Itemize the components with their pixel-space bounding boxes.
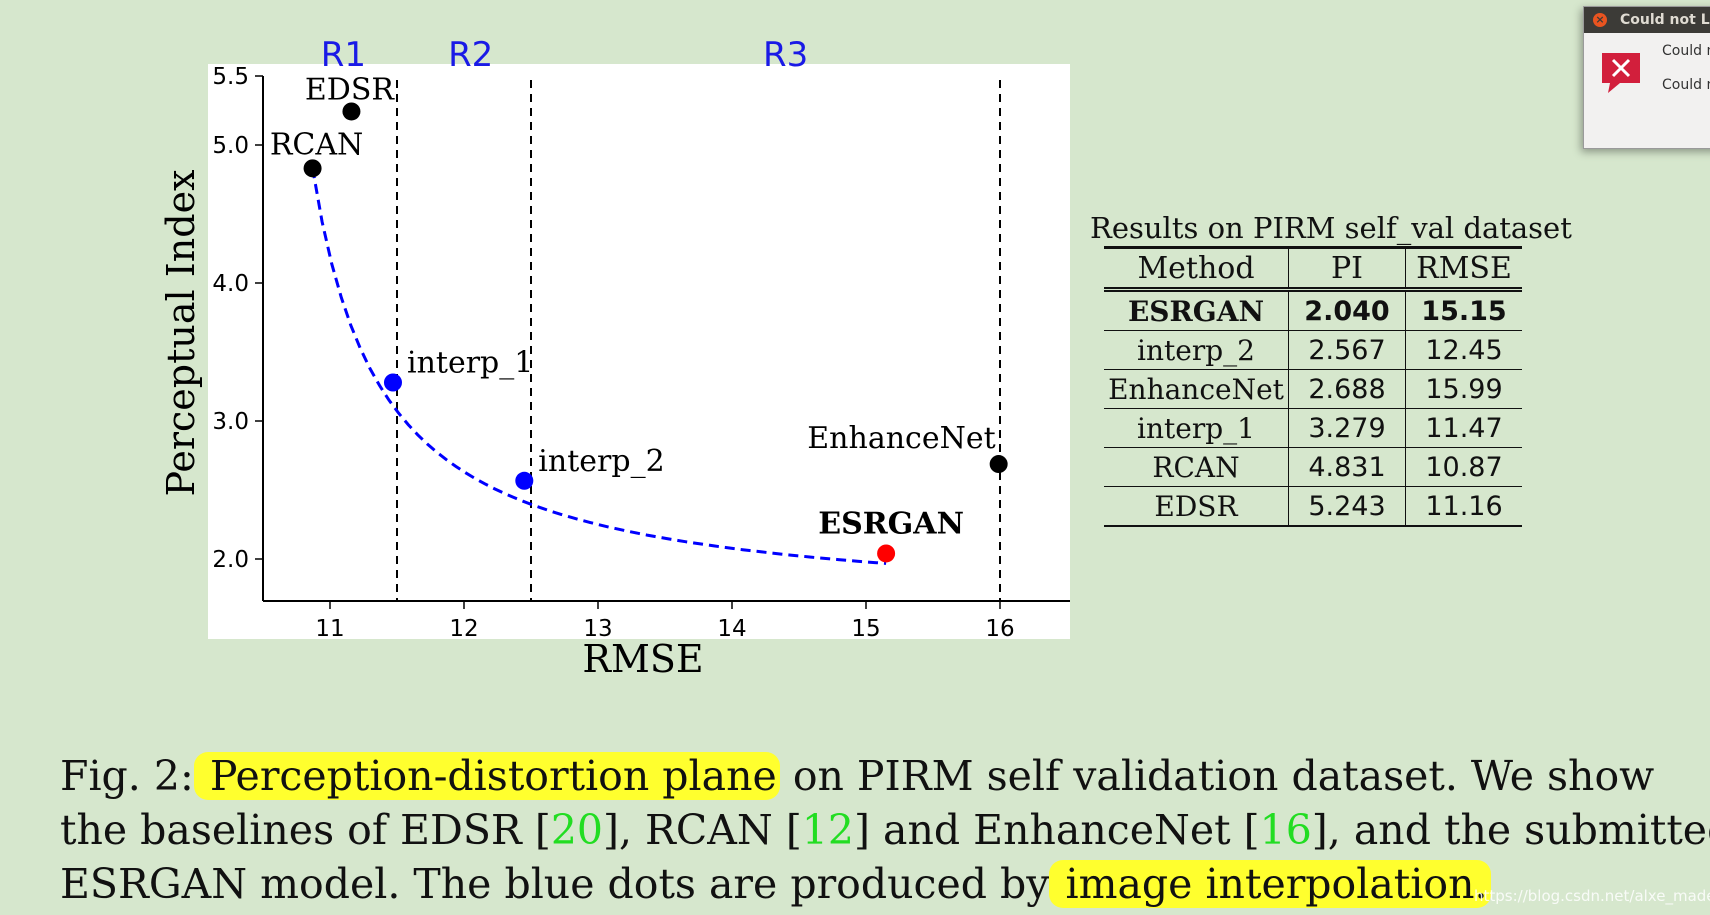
method-cell: RCAN xyxy=(1104,447,1289,487)
y-tick-label: 2.0 xyxy=(212,547,249,573)
x-tick-label: 12 xyxy=(449,616,478,642)
citation-link-16[interactable]: 16 xyxy=(1259,806,1312,854)
table-row: RCAN 4.831 10.87 xyxy=(1104,447,1522,487)
point-label: RCAN xyxy=(270,127,363,162)
rmse-cell: 15.99 xyxy=(1405,369,1522,409)
caption-text-4: ] and EnhanceNet [ xyxy=(854,806,1260,854)
x-tick-label: 14 xyxy=(717,616,746,642)
dialog-title: Could not La xyxy=(1620,12,1710,28)
caption-text-1: on PIRM self validation dataset. We show xyxy=(779,752,1655,800)
rmse-cell: 12.45 xyxy=(1405,330,1522,370)
y-tick-label: 4.0 xyxy=(212,271,249,297)
citation-link-12[interactable]: 12 xyxy=(801,806,854,854)
rmse-cell: 15.15 xyxy=(1405,289,1522,331)
rmse-cell: 10.87 xyxy=(1405,447,1522,487)
dialog-titlebar[interactable]: × Could not La xyxy=(1584,7,1710,33)
x-axis-label: RMSE xyxy=(582,637,703,681)
rmse-cell: 11.47 xyxy=(1405,408,1522,448)
point-label: EDSR xyxy=(305,72,396,107)
caption-highlight-2: image interpolation. xyxy=(1049,860,1491,908)
caption-highlight-1: Perception-distortion plane xyxy=(193,752,780,800)
point-label: interp_2 xyxy=(538,444,664,479)
region-label: R2 xyxy=(448,35,493,75)
method-cell: EDSR xyxy=(1104,486,1289,526)
data-point-esrgan xyxy=(877,544,896,563)
citation-link-20[interactable]: 20 xyxy=(550,806,603,854)
header-rmse: RMSE xyxy=(1405,247,1522,292)
data-point-interp-1 xyxy=(383,373,402,392)
header-method: Method xyxy=(1104,247,1289,292)
table-row: EDSR 5.243 11.16 xyxy=(1104,486,1522,526)
dialog-message-1: Could n xyxy=(1662,43,1710,59)
method-cell: interp_2 xyxy=(1104,330,1289,370)
table-row: interp_2 2.567 12.45 xyxy=(1104,330,1522,370)
close-icon[interactable]: × xyxy=(1593,13,1607,27)
pi-cell: 4.831 xyxy=(1288,447,1406,487)
data-point-interp-2 xyxy=(515,471,534,490)
data-point-enhancenet xyxy=(989,455,1008,474)
dialog-message-2: Could n xyxy=(1662,77,1710,93)
point-label: interp_1 xyxy=(407,345,533,380)
interpolation-curve xyxy=(311,168,887,565)
error-dialog[interactable]: × Could not La Could n Could n xyxy=(1583,6,1710,149)
method-cell: ESRGAN xyxy=(1104,289,1289,331)
plot-background xyxy=(208,64,1070,639)
error-icon xyxy=(1602,53,1640,93)
method-cell: EnhanceNet xyxy=(1104,369,1289,409)
caption-text-3: ], RCAN [ xyxy=(603,806,802,854)
point-label: ESRGAN xyxy=(818,506,964,541)
table-row: EnhanceNet 2.688 15.99 xyxy=(1104,369,1522,409)
x-tick-label: 13 xyxy=(583,616,612,642)
header-pi: PI xyxy=(1288,247,1406,292)
data-point-edsr xyxy=(342,102,361,121)
x-tick-label: 11 xyxy=(315,616,344,642)
results-table: Method PI RMSE ESRGAN 2.040 15.15 interp… xyxy=(1104,246,1522,527)
pi-cell: 3.279 xyxy=(1288,408,1406,448)
caption-text-5: ], and the submitted xyxy=(1311,806,1710,854)
caption-text-2: the baselines of EDSR [ xyxy=(60,806,551,854)
caption-line-2: the baselines of EDSR [20], RCAN [12] an… xyxy=(60,803,1710,857)
region-label: R3 xyxy=(763,35,808,75)
table-row: ESRGAN 2.040 15.15 xyxy=(1104,289,1522,331)
y-tick-label: 5.0 xyxy=(212,133,249,159)
table-header-row: Method PI RMSE xyxy=(1104,247,1522,292)
x-tick-label: 16 xyxy=(985,616,1014,642)
caption-text-6: ESRGAN model. The blue dots are produced… xyxy=(60,860,1050,908)
pi-cell: 5.243 xyxy=(1288,486,1406,526)
table-row: interp_1 3.279 11.47 xyxy=(1104,408,1522,448)
y-axis-label: Perceptual Index xyxy=(159,170,203,497)
caption-line-3: ESRGAN model. The blue dots are produced… xyxy=(60,857,1650,911)
point-label: EnhanceNet xyxy=(807,421,995,456)
y-tick-label: 3.0 xyxy=(212,409,249,435)
pi-cell: 2.040 xyxy=(1288,289,1406,331)
results-title: Results on PIRM self_val dataset xyxy=(1090,211,1572,245)
region-label: R1 xyxy=(321,35,366,75)
data-point-rcan xyxy=(303,159,322,178)
pi-cell: 2.688 xyxy=(1288,369,1406,409)
caption-line-1: Fig. 2: Perception-distortion plane on P… xyxy=(60,749,1654,803)
pi-cell: 2.567 xyxy=(1288,330,1406,370)
figure-caption: Fig. 2: Perception-distortion plane on P… xyxy=(60,749,1710,911)
caption-fig-label: Fig. 2: xyxy=(60,752,194,800)
x-tick-label: 15 xyxy=(851,616,880,642)
method-cell: interp_1 xyxy=(1104,408,1289,448)
results-table-block: Results on PIRM self_val dataset Method … xyxy=(1086,210,1572,527)
watermark: https://blog.csdn.net/alxe_made xyxy=(1474,887,1710,905)
rmse-cell: 11.16 xyxy=(1405,486,1522,526)
y-tick-label: 5.5 xyxy=(212,64,249,90)
